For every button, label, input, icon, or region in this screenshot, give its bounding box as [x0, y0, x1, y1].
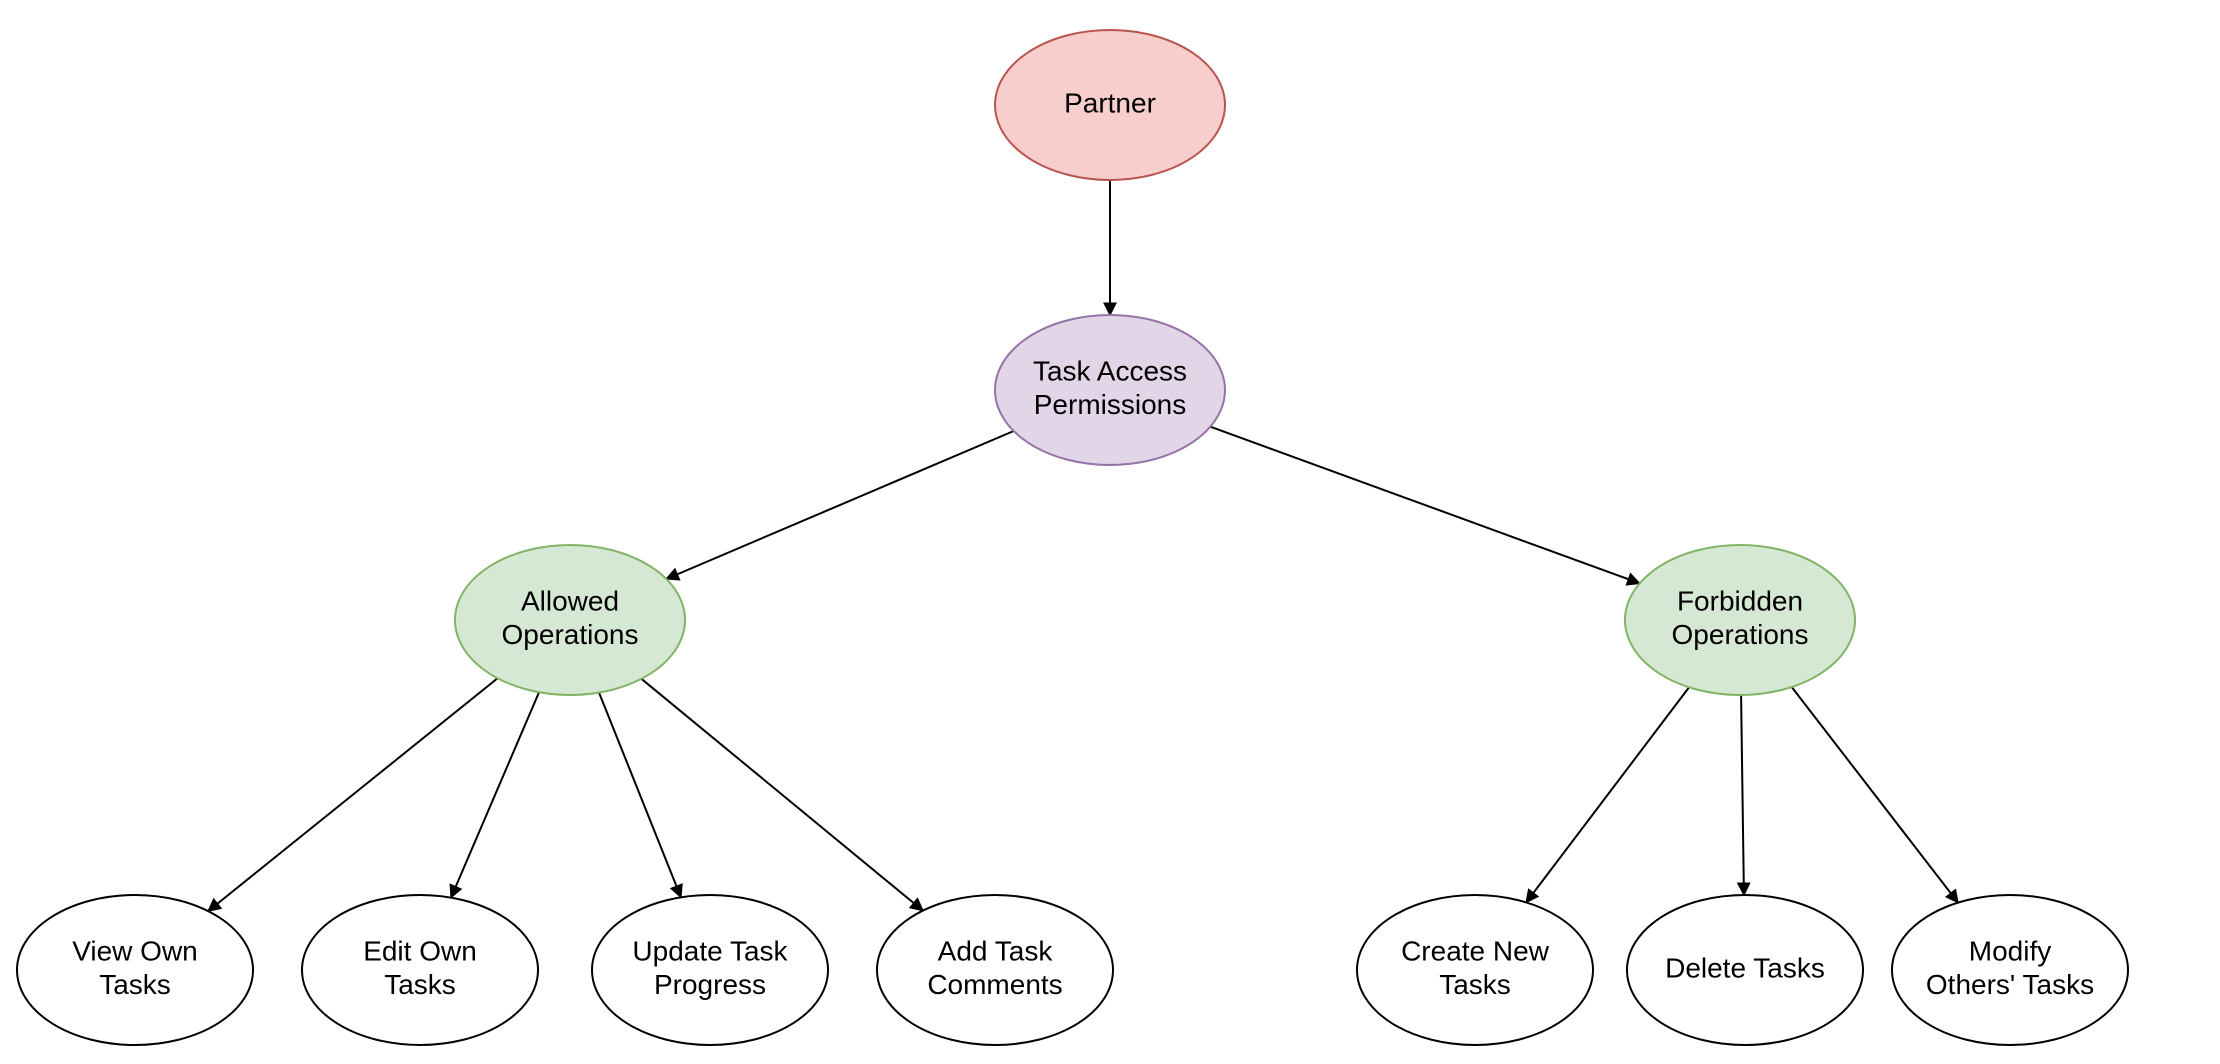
edge-allowed-ops-to-edit-own: [451, 692, 539, 897]
node-edit-own: Edit OwnTasks: [302, 895, 538, 1045]
node-task-access: Task AccessPermissions: [995, 315, 1225, 465]
node-modify-others: ModifyOthers' Tasks: [1892, 895, 2128, 1045]
node-label: Operations: [1672, 619, 1809, 650]
nodes-layer: PartnerTask AccessPermissionsAllowedOper…: [17, 30, 2128, 1045]
node-label: Tasks: [1439, 969, 1511, 1000]
node-forbidden-ops: ForbiddenOperations: [1625, 545, 1855, 695]
node-label: Comments: [927, 969, 1062, 1000]
edge-allowed-ops-to-update-progress: [599, 693, 681, 898]
edges-layer: [208, 180, 1958, 911]
edge-allowed-ops-to-add-comments: [641, 679, 923, 911]
node-label: Operations: [502, 619, 639, 650]
node-partner: Partner: [995, 30, 1225, 180]
node-view-own: View OwnTasks: [17, 895, 253, 1045]
edge-allowed-ops-to-view-own: [208, 678, 497, 911]
node-add-comments: Add TaskComments: [877, 895, 1113, 1045]
node-label: Permissions: [1034, 389, 1186, 420]
edge-forbidden-ops-to-create-new: [1526, 687, 1689, 902]
node-label: Create New: [1401, 936, 1550, 967]
node-label: Modify: [1969, 936, 2051, 967]
node-label: Others' Tasks: [1926, 969, 2094, 1000]
node-label: Progress: [654, 969, 766, 1000]
node-label: Delete Tasks: [1665, 952, 1825, 983]
node-label: Forbidden: [1677, 586, 1803, 617]
node-allowed-ops: AllowedOperations: [455, 545, 685, 695]
diagram-canvas: PartnerTask AccessPermissionsAllowedOper…: [0, 0, 2220, 1064]
edge-forbidden-ops-to-modify-others: [1792, 687, 1958, 903]
node-label: Task Access: [1033, 356, 1187, 387]
node-label: Allowed: [521, 586, 619, 617]
node-label: Edit Own: [363, 936, 477, 967]
node-update-progress: Update TaskProgress: [592, 895, 828, 1045]
node-create-new: Create NewTasks: [1357, 895, 1593, 1045]
node-label: Tasks: [384, 969, 456, 1000]
node-label: Tasks: [99, 969, 171, 1000]
node-label: Partner: [1064, 87, 1156, 118]
node-delete-tasks: Delete Tasks: [1627, 895, 1863, 1045]
edge-task-access-to-allowed-ops: [666, 431, 1013, 579]
node-label: Add Task: [938, 936, 1054, 967]
node-label: Update Task: [632, 936, 788, 967]
edge-task-access-to-forbidden-ops: [1210, 427, 1639, 584]
edge-forbidden-ops-to-delete-tasks: [1741, 695, 1744, 895]
node-label: View Own: [72, 936, 198, 967]
